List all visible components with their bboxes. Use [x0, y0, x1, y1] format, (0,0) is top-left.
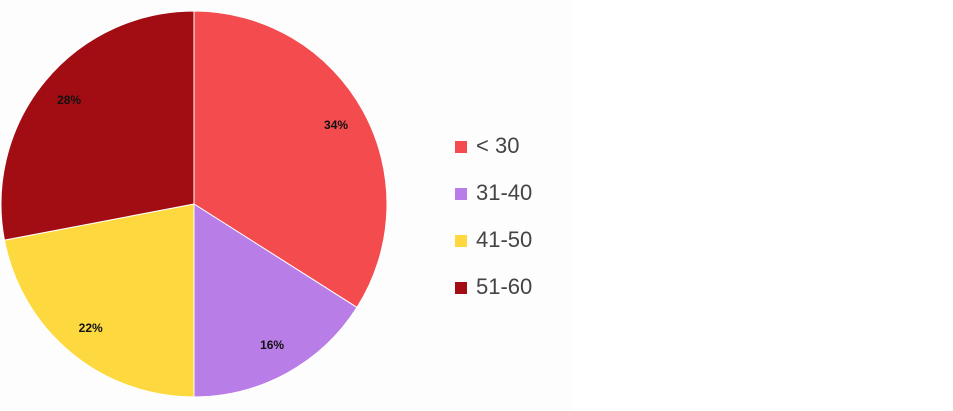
legend-swatch [455, 282, 467, 294]
legend-label: < 30 [476, 133, 519, 158]
legend-label: 51-60 [476, 274, 532, 299]
legend-swatch [455, 141, 467, 153]
legend-label: 31-40 [476, 180, 532, 205]
pie-slice [193, 203, 358, 398]
data-label: 28% [57, 93, 81, 107]
data-label: 22% [79, 321, 103, 335]
legend-swatch [455, 188, 467, 200]
legend-label: 41-50 [476, 227, 532, 252]
pie-slice [0, 10, 195, 241]
data-label: 34% [324, 118, 348, 132]
pie-slice [193, 10, 388, 309]
pie-slice [3, 203, 195, 398]
data-label: 16% [260, 338, 284, 352]
legend-swatch [455, 235, 467, 247]
